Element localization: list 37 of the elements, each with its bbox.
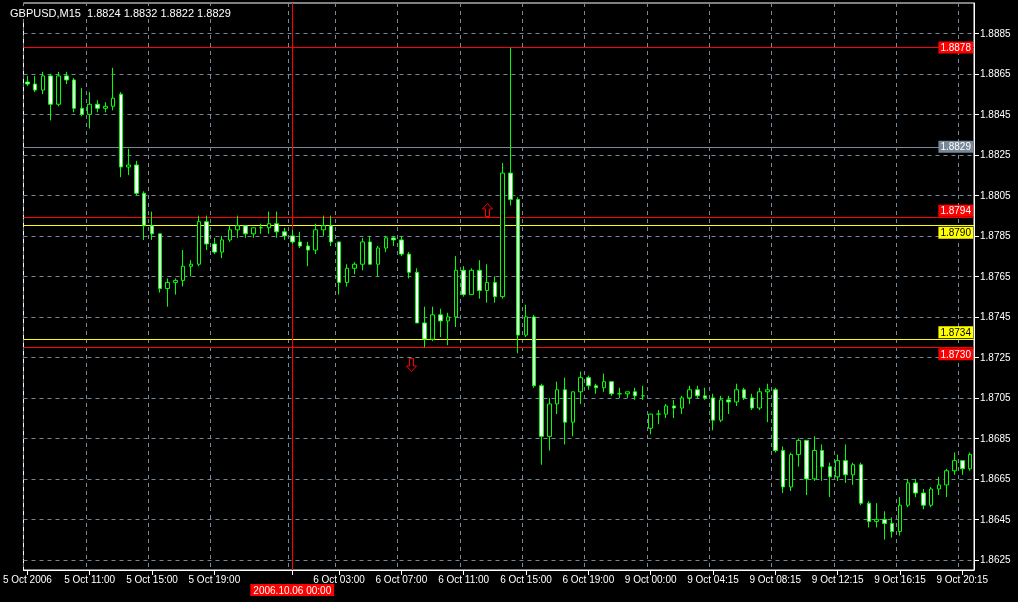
y-tick-label: 1.8705 <box>980 392 1012 404</box>
x-tick-label: 9 Oct 04:15 <box>687 573 740 585</box>
x-tick-label: 5 Oct 15:00 <box>126 573 179 585</box>
y-tick-label: 1.8725 <box>980 351 1012 363</box>
x-tick-label: 6 Oct 11:00 <box>438 573 490 585</box>
x-tick-label: 6 Oct 15:00 <box>500 573 553 585</box>
x-tick-label: 9 Oct 12:15 <box>811 573 864 585</box>
x-tick-label: 6 Oct 07:00 <box>375 573 428 585</box>
ref-line-label: 1.8730 <box>940 348 972 360</box>
y-tick-label: 1.8805 <box>980 189 1012 201</box>
y-tick-label: 1.8845 <box>980 108 1012 120</box>
y-tick-label: 1.8785 <box>980 230 1012 242</box>
x-tick-label: 9 Oct 08:15 <box>749 573 802 585</box>
y-tick-label: 1.8765 <box>980 270 1012 282</box>
ref-line-label: 1.8734 <box>940 326 972 338</box>
x-tick-label: 9 Oct 16:15 <box>874 573 927 585</box>
x-tick-label: 5 Oct 11:00 <box>64 573 116 585</box>
x-tick-label: 6 Oct 19:00 <box>562 573 615 585</box>
chart-title: GBPUSD,M15 1.8824 1.8832 1.8822 1.8829 <box>10 6 231 19</box>
x-tick-label: 6 Oct 03:00 <box>313 573 366 585</box>
y-tick-label: 1.8885 <box>980 27 1012 39</box>
y-tick-label: 1.8645 <box>980 513 1012 525</box>
ref-line-label: 1.8790 <box>940 227 972 239</box>
y-tick-label: 1.8745 <box>980 311 1012 323</box>
y-tick-label: 1.8665 <box>980 473 1012 485</box>
ref-line-label: 1.8794 <box>940 205 972 217</box>
y-tick-label: 1.8825 <box>980 149 1012 161</box>
y-tick-label: 1.8685 <box>980 432 1012 444</box>
x-tick-label: 2006.10.06 00:00 <box>253 584 332 596</box>
x-tick-label: 5 Oct 19:00 <box>188 573 241 585</box>
ref-line-label: 1.8829 <box>940 141 972 153</box>
x-tick-label: 9 Oct 20:15 <box>936 573 989 585</box>
x-tick-label: 9 Oct 00:00 <box>624 573 677 585</box>
ref-line-label: 1.8878 <box>940 42 972 54</box>
y-tick-label: 1.8625 <box>980 554 1012 566</box>
x-tick-label: 5 Oct 2006 <box>2 573 53 585</box>
y-tick-label: 1.8865 <box>980 68 1012 80</box>
